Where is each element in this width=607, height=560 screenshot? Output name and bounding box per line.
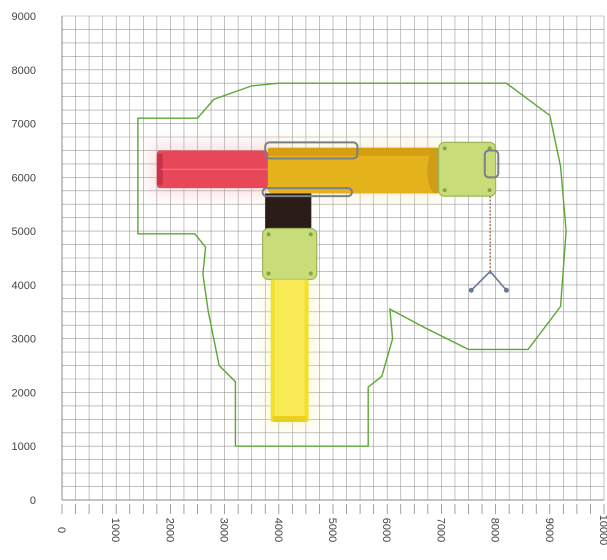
x-tick-label: 1000 [109, 518, 121, 542]
x-tick-label: 9000 [543, 518, 555, 542]
y-tick-label: 1000 [12, 441, 36, 453]
equipment [150, 141, 509, 429]
green-panel-right [438, 141, 497, 197]
panel-bolt [487, 188, 492, 193]
slide-bed [274, 279, 305, 419]
anchor-point [468, 287, 474, 293]
x-axis-tick-labels: 0 1000 2000 3000 4000 5000 6000 7000 8000 9000 100… [55, 515, 607, 546]
panel-bolt [442, 146, 447, 151]
x-tick-label: 0 [55, 527, 67, 533]
y-tick-label: 5000 [12, 226, 36, 238]
handrail [483, 149, 500, 179]
rope-anchor [470, 270, 508, 291]
y-tick-label: 7000 [12, 119, 36, 131]
y-tick-label: 6000 [12, 172, 36, 184]
panel-bolt [308, 271, 313, 276]
y-tick-label: 8000 [12, 65, 36, 77]
grid [61, 15, 605, 514]
x-tick-label: 4000 [272, 518, 284, 542]
dark-platform [265, 193, 312, 234]
y-tick-label: 2000 [12, 387, 36, 399]
panel-bolt [266, 271, 271, 276]
red-tunnel-rim [156, 153, 163, 186]
panel-bolt [308, 232, 313, 237]
handrail [261, 187, 353, 198]
anchor-point [503, 287, 509, 293]
handrail [264, 141, 359, 160]
y-tick-label: 3000 [12, 334, 36, 346]
y-tick-label: 9000 [12, 11, 36, 23]
panel-bolt [266, 232, 271, 237]
x-tick-label: 7000 [434, 518, 446, 542]
x-tick-label: 5000 [326, 518, 338, 542]
x-tick-label: 2000 [163, 518, 175, 542]
panel-bolt [442, 188, 447, 193]
x-tick-label: 10000 [597, 515, 607, 546]
axes [61, 16, 604, 501]
x-tick-label: 6000 [380, 518, 392, 542]
y-tick-label: 4000 [12, 280, 36, 292]
x-tick-label: 8000 [489, 518, 501, 542]
y-axis-tick-labels: 0 1000 2000 3000 4000 5000 6000 7000 8000 9000 [12, 11, 36, 507]
safety-zone-outline [137, 82, 567, 447]
yellow-tunnel-shade [267, 147, 442, 156]
slide-exit [272, 416, 307, 423]
green-panel-center [261, 227, 318, 281]
panel-bolt [487, 146, 492, 151]
y-tick-label: 0 [30, 495, 36, 507]
x-tick-label: 3000 [218, 518, 230, 542]
